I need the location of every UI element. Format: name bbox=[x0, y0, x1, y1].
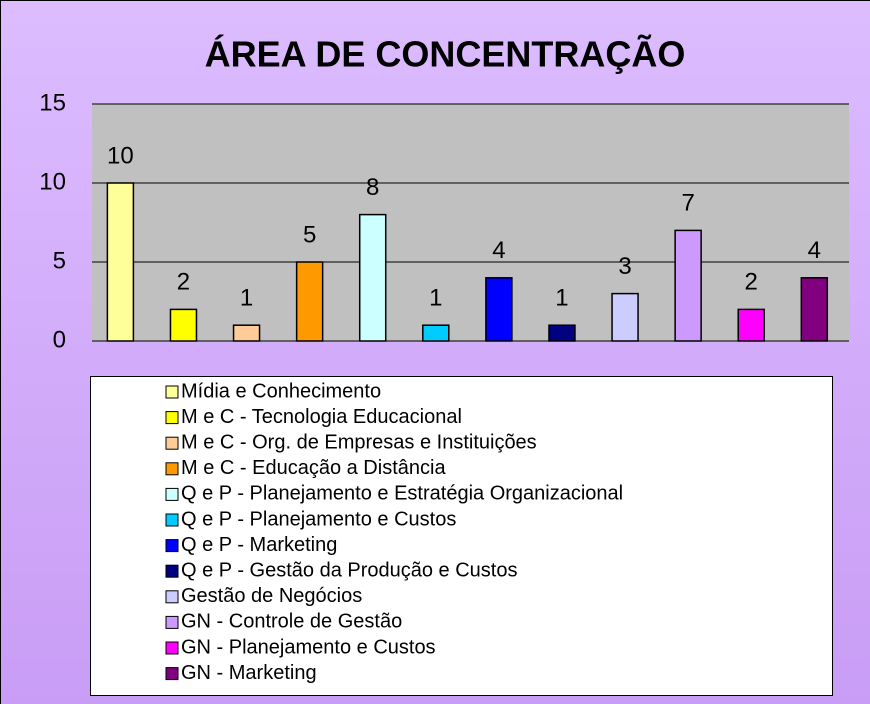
data-label: 10 bbox=[107, 142, 134, 169]
legend-label: Q e P - Planejamento e Estratégia Organi… bbox=[181, 483, 623, 505]
data-label: 3 bbox=[618, 253, 631, 280]
bar bbox=[106, 182, 135, 342]
legend-swatch bbox=[165, 539, 179, 553]
y-tick-label: 15 bbox=[39, 89, 66, 116]
bar bbox=[358, 213, 387, 342]
bar bbox=[548, 324, 576, 342]
legend-swatch bbox=[165, 487, 179, 501]
legend-swatch bbox=[165, 641, 179, 655]
legend-swatch bbox=[165, 513, 179, 527]
legend-swatch bbox=[165, 590, 179, 604]
legend-swatch bbox=[165, 436, 179, 450]
legend-label: Q e P - Marketing bbox=[181, 534, 337, 556]
y-tick-label: 5 bbox=[53, 247, 66, 274]
plot-area bbox=[92, 104, 849, 341]
data-label: 8 bbox=[366, 174, 379, 201]
data-label: 1 bbox=[240, 285, 253, 312]
data-label: 2 bbox=[745, 269, 758, 296]
y-tick-label: 0 bbox=[53, 326, 66, 353]
bar bbox=[422, 324, 450, 342]
legend-label: GN - Marketing bbox=[181, 662, 317, 684]
bar bbox=[295, 261, 324, 342]
legend-label: Q e P - Gestão da Produção e Custos bbox=[181, 559, 517, 581]
bar bbox=[232, 324, 261, 342]
legend-swatch bbox=[165, 385, 179, 399]
data-label: 4 bbox=[808, 237, 821, 264]
legend-swatch bbox=[165, 615, 179, 629]
data-label: 2 bbox=[177, 269, 190, 296]
data-label: 7 bbox=[681, 190, 694, 217]
chart-title: ÁREA DE CONCENTRAÇÃO bbox=[205, 33, 686, 75]
data-label: 5 bbox=[303, 221, 316, 248]
legend-label: M e C - Educação a Distância bbox=[181, 457, 446, 479]
bar bbox=[611, 292, 639, 342]
legend-swatch bbox=[165, 411, 179, 425]
legend-label: Gestão de Negócios bbox=[181, 585, 362, 607]
legend-label: Mídia e Conhecimento bbox=[181, 380, 381, 402]
bar bbox=[737, 308, 765, 342]
data-label: 1 bbox=[429, 285, 442, 312]
legend-label: Q e P - Planejamento e Custos bbox=[181, 508, 456, 530]
legend-swatch bbox=[165, 462, 179, 476]
legend-label: M e C - Tecnologia Educacional bbox=[181, 406, 462, 428]
data-label: 4 bbox=[492, 237, 505, 264]
y-tick-label: 10 bbox=[39, 168, 66, 195]
bar bbox=[800, 277, 829, 342]
data-label: 1 bbox=[555, 285, 568, 312]
bar bbox=[169, 308, 198, 342]
legend bbox=[90, 376, 833, 696]
legend-label: M e C - Org. de Empresas e Instituições bbox=[181, 431, 537, 453]
bar bbox=[674, 229, 702, 342]
bar bbox=[485, 277, 513, 342]
legend-label: GN - Planejamento e Custos bbox=[181, 636, 436, 658]
legend-swatch bbox=[165, 667, 179, 681]
legend-swatch bbox=[165, 564, 179, 578]
legend-label: GN - Controle de Gestão bbox=[181, 611, 402, 633]
